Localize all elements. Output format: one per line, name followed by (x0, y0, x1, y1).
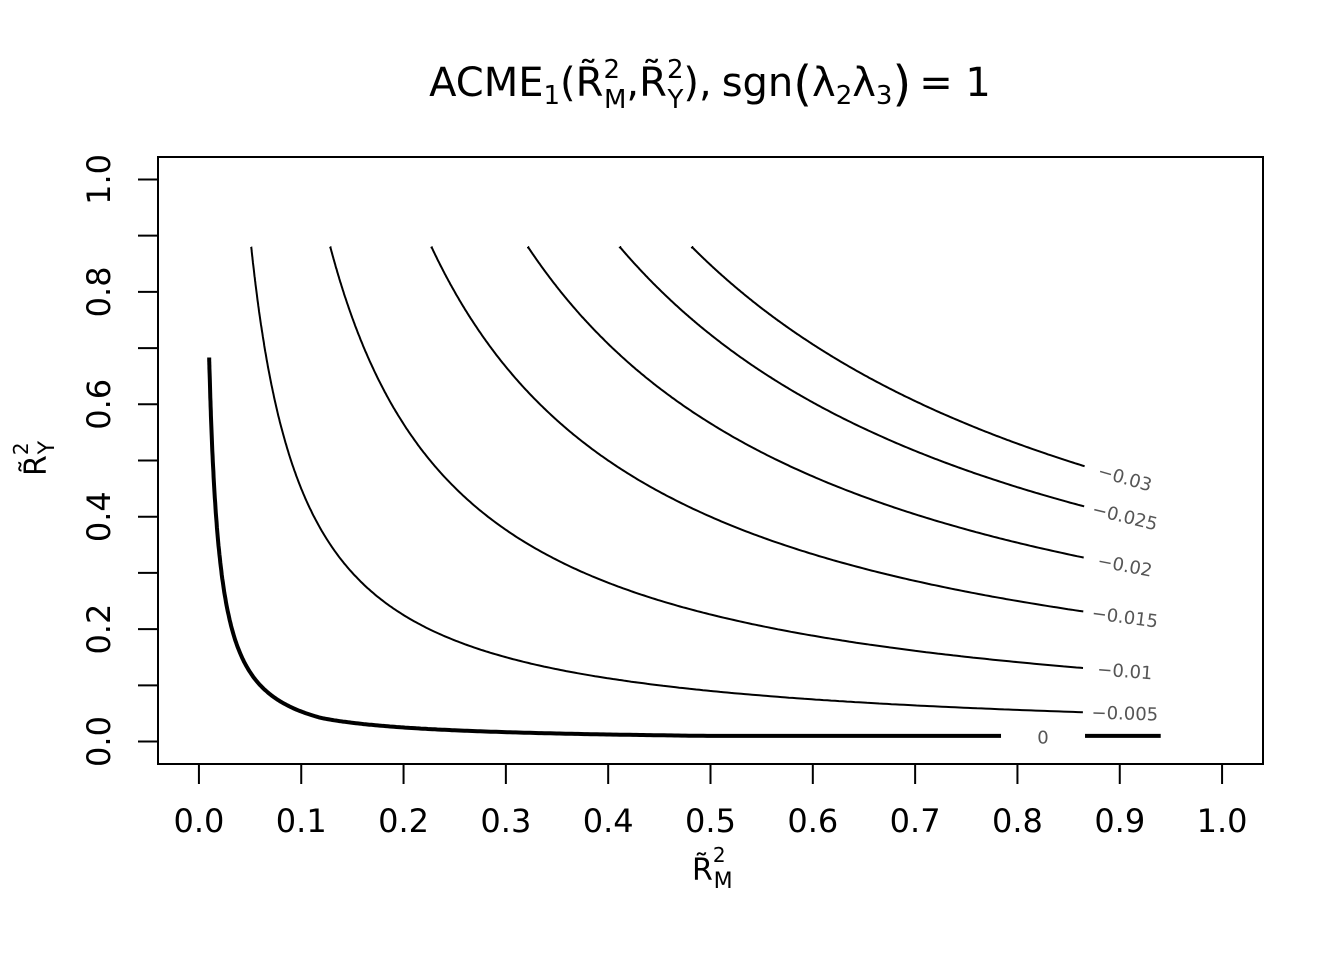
contour-label-bg (1082, 657, 1168, 686)
contour-line (618, 246, 1161, 527)
contour-label: −0.005 (1091, 703, 1158, 726)
title-acme-sub: 1 (543, 81, 560, 111)
contour-label: −0.015 (1090, 603, 1159, 633)
x-tick-label: 0.3 (480, 802, 531, 840)
contour-label-bg (1081, 600, 1168, 634)
contour-label: 0 (1037, 728, 1048, 749)
title-ry-sub: Y (666, 85, 683, 115)
title-acme: ACME (429, 60, 543, 106)
x-tick-label: 0.9 (1094, 802, 1145, 840)
title-equals: = 1 (919, 60, 991, 106)
y-tick-label: 0.6 (80, 379, 118, 430)
x-tick-label: 0.0 (173, 802, 224, 840)
contour-label-bg (1001, 726, 1086, 749)
y-axis-label-sub: Y (35, 440, 60, 455)
title-sgn-close: ) (892, 56, 911, 112)
contour-label: −0.01 (1097, 659, 1154, 684)
y-tick-label: 1.0 (80, 154, 118, 205)
x-axis: 0.0 0.1 0.2 0.3 0.4 0.5 0.6 0.7 0.8 0.9 1.0 (173, 763, 1248, 840)
x-tick-label: 0.5 (685, 802, 736, 840)
x-tick-label: 1.0 (1197, 802, 1248, 840)
title-sgn-open: ( (793, 56, 812, 112)
title-lambda-2-sub: 2 (836, 81, 853, 111)
contour-labels: 0 −0.005 −0.01 −0.015 −0.02 −0.025−0.03 (1001, 456, 1169, 749)
x-tick-label: 0.4 (583, 802, 634, 840)
contour-label-bg (1081, 456, 1169, 501)
x-axis-label: R̃2 M (692, 843, 733, 894)
title-close-paren: ), (683, 60, 711, 106)
contour-line (430, 246, 1161, 623)
x-axis-label-r: R̃ (692, 853, 713, 888)
chart-title: ACME1(R̃2 M,R̃2 Y), sgn(λ2λ3) = 1 (429, 55, 991, 115)
contour-label: −0.025 (1090, 499, 1160, 535)
y-axis-label: R̃2Y (9, 440, 60, 476)
x-axis-label-sub: M (714, 869, 733, 894)
contour-line (527, 246, 1161, 574)
contour-label-bg (1081, 547, 1169, 585)
title-ry: R̃ (639, 58, 667, 106)
y-axis: 0.0 0.2 0.4 0.6 0.8 1.0 (80, 154, 159, 767)
title-open-paren: ( (560, 60, 576, 106)
contour-label: −0.02 (1096, 551, 1154, 582)
contour-line (690, 246, 1161, 489)
y-tick-label: 0.8 (80, 266, 118, 317)
x-axis-label-sq: 2 (713, 843, 726, 867)
contour-lines (207, 246, 1161, 738)
x-tick-label: 0.7 (890, 802, 941, 840)
title-ry-sq: 2 (667, 55, 684, 85)
y-axis-label-sq: 2 (9, 442, 33, 455)
y-tick-label: 0.4 (80, 491, 118, 542)
y-tick-label: 0.0 (80, 716, 118, 767)
contour-line (329, 246, 1161, 675)
contour-label-bg (1081, 496, 1169, 538)
title-lambda-3-sub: 3 (876, 81, 893, 111)
title-sgn: sgn (722, 60, 794, 106)
x-tick-label: 0.1 (276, 802, 327, 840)
contour-label: −0.03 (1095, 461, 1154, 496)
title-rm: R̃ (576, 58, 604, 106)
y-tick-label: 0.2 (80, 604, 118, 655)
y-axis-label-r: R̃ (19, 455, 54, 476)
title-lambda-2: λ (812, 60, 836, 106)
x-tick-label: 0.2 (378, 802, 429, 840)
title-rm-sq: 2 (603, 55, 620, 85)
title-sep: , (626, 60, 639, 106)
contour-line (250, 246, 1161, 716)
contour-zero (207, 357, 1161, 738)
x-tick-label: 0.8 (992, 802, 1043, 840)
title-rm-sub: M (604, 85, 626, 115)
title-lambda-3: λ (852, 60, 876, 106)
contour-label-bg (1082, 701, 1168, 726)
x-tick-label: 0.6 (787, 802, 838, 840)
